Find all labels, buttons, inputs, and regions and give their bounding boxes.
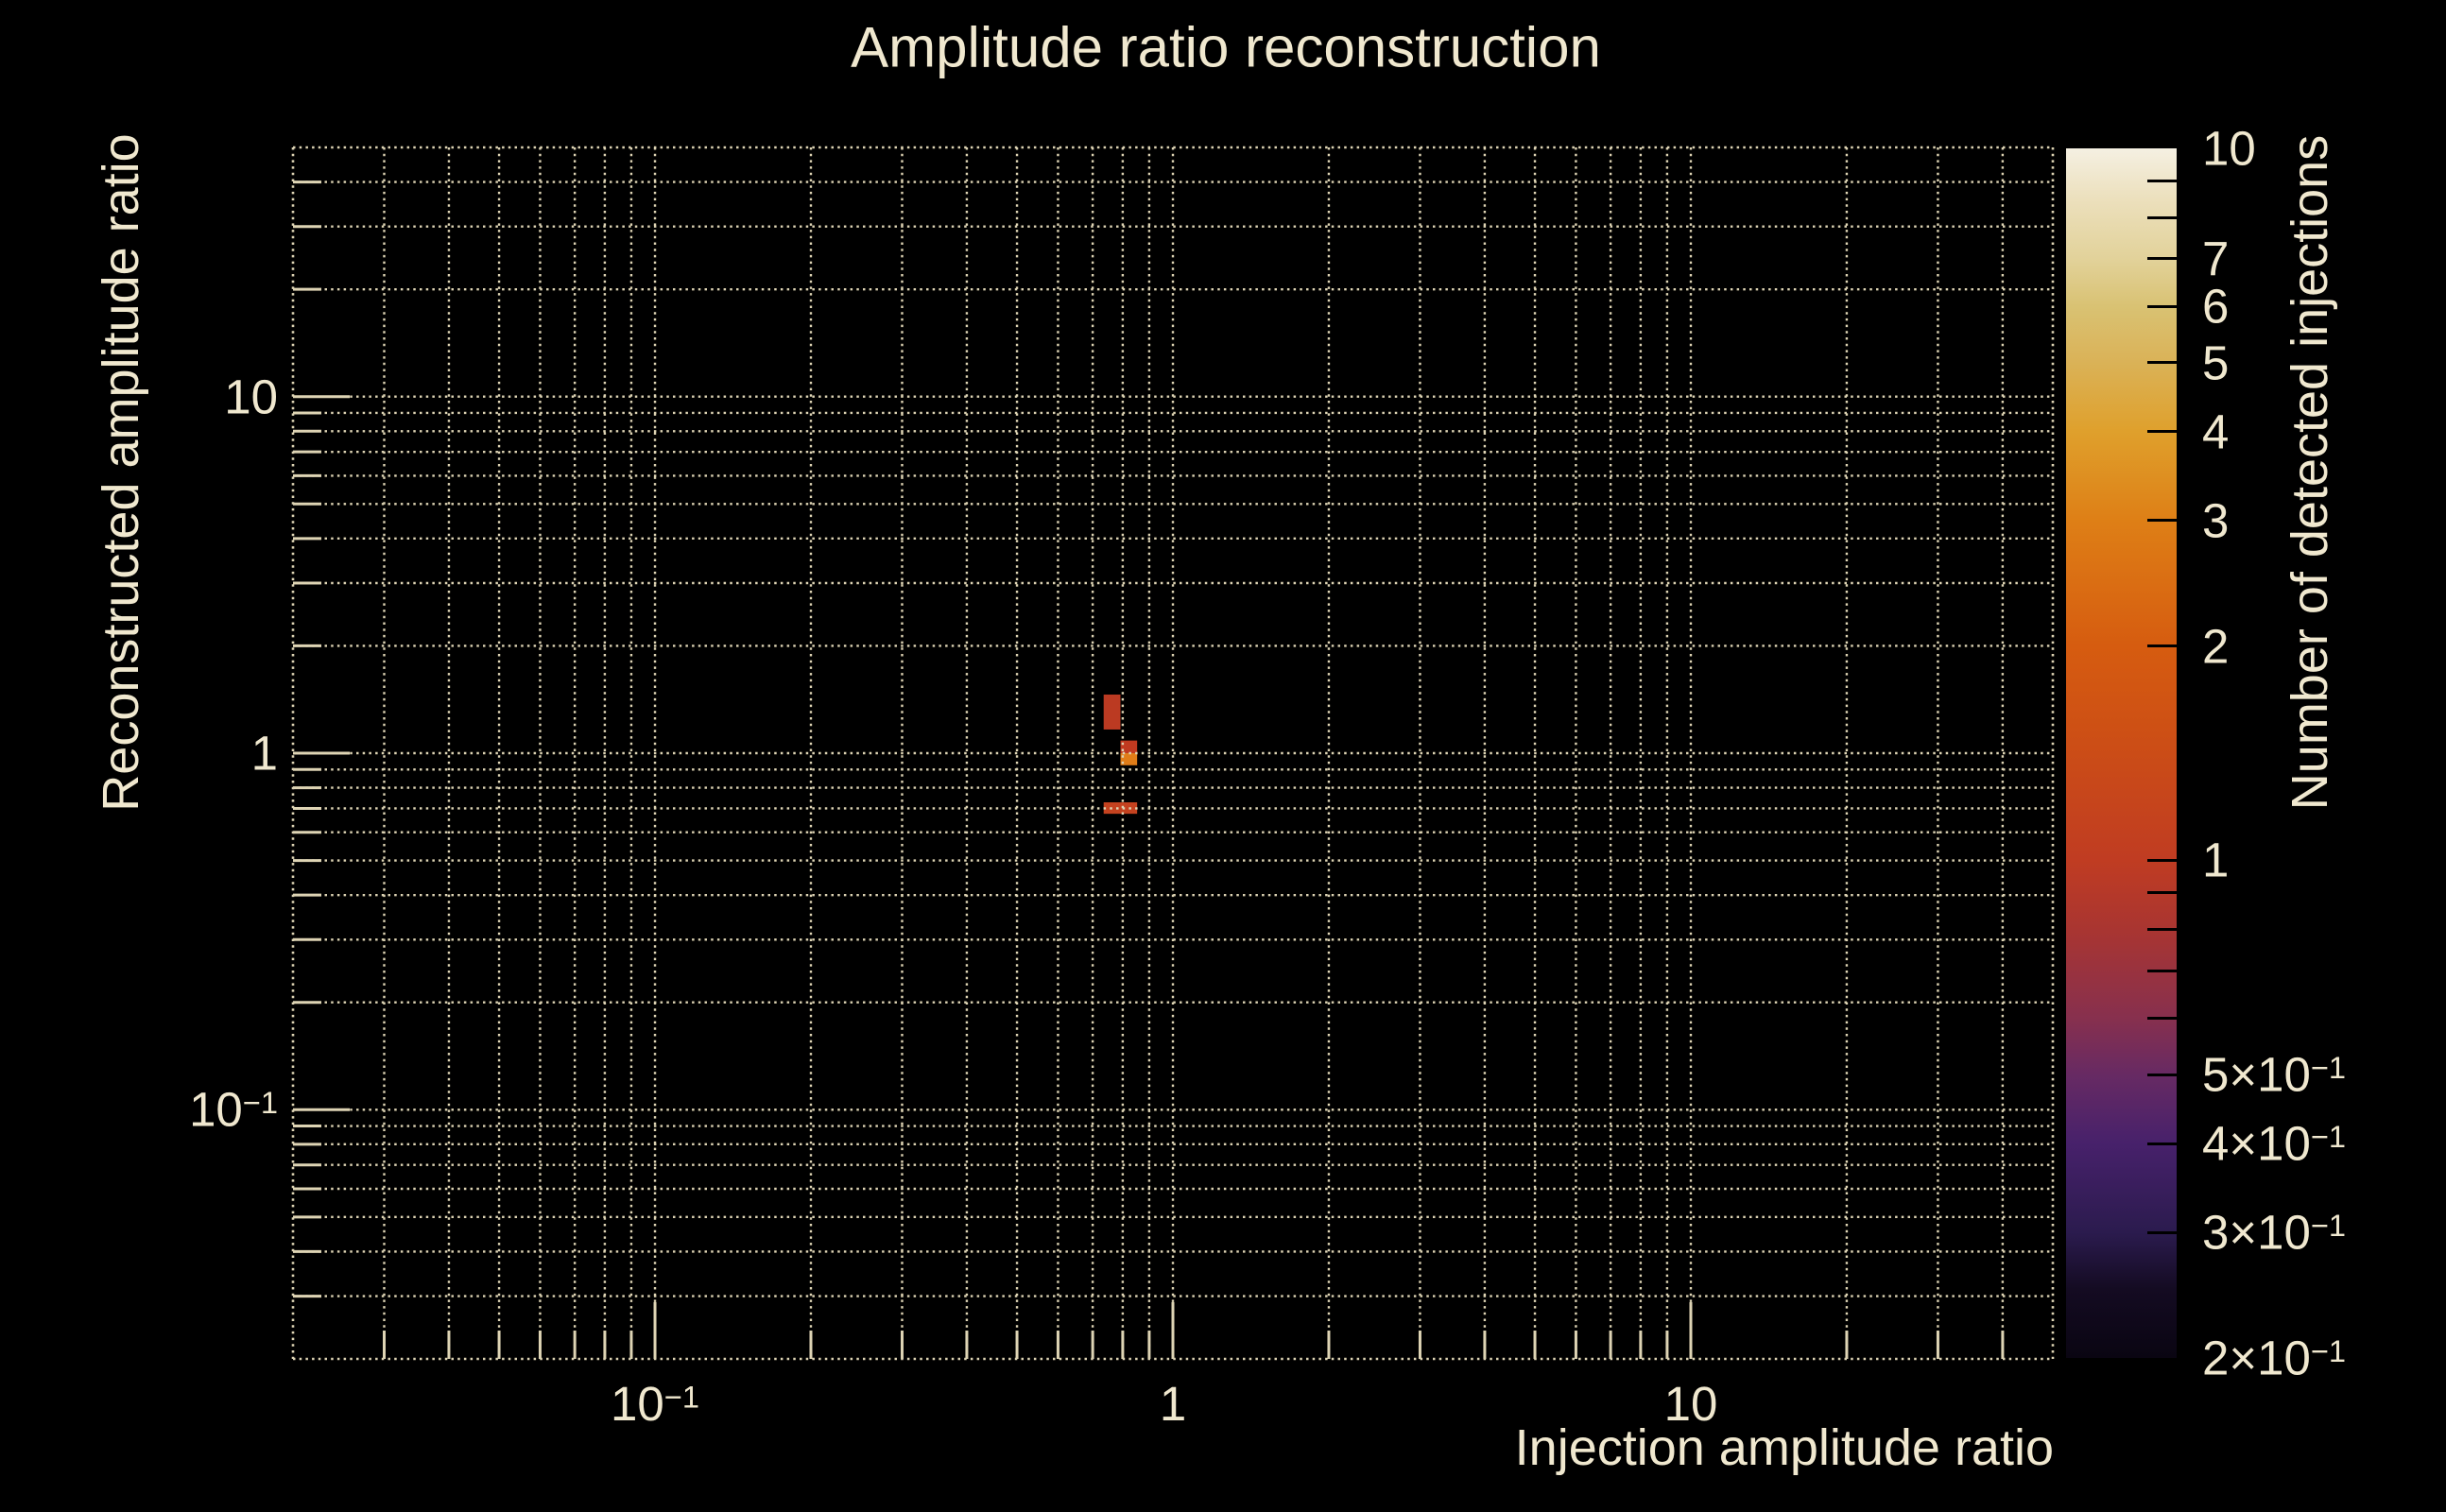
heatmap-bin [1120, 740, 1138, 753]
y-tick-label: 10 [224, 369, 278, 424]
colorbar-tick-label: 2×10−1 [2202, 1331, 2347, 1385]
colorbar-tick [2147, 644, 2177, 648]
colorbar-title-anchor: Number of detected injections [2282, 135, 2446, 810]
colorbar-tick-label: 5 [2202, 335, 2230, 390]
x-tick-label: 1 [1159, 1377, 1187, 1431]
x-tick-label: 10 [1663, 1377, 1718, 1431]
heatmap-bin [1120, 753, 1138, 765]
colorbar-tick [2147, 1142, 2177, 1145]
colorbar-tick [2147, 215, 2177, 219]
colorbar-tick-label: 2 [2202, 619, 2230, 674]
colorbar-tick [2147, 969, 2177, 972]
colorbar-tick [2147, 1017, 2177, 1021]
colorbar-tick [2147, 891, 2177, 895]
colorbar-tick-label: 6 [2202, 279, 2230, 334]
y-tick-label: 10−1 [189, 1082, 278, 1137]
y-axis-title-anchor: Reconstructed amplitude ratio [93, 133, 799, 811]
colorbar-tick-label: 7 [2202, 232, 2230, 286]
x-axis-title: Injection amplitude ratio [1514, 1419, 2054, 1476]
colorbar-tick-label: 1 [2202, 833, 2230, 887]
colorbar-tick [2147, 257, 2177, 261]
colorbar-tick-label: 4×10−1 [2202, 1116, 2347, 1171]
y-tick-label: 1 [250, 726, 278, 781]
chart-title: Amplitude ratio reconstruction [851, 15, 1601, 79]
y-axis-title: Reconstructed amplitude ratio [93, 133, 149, 812]
colorbar-tick-label: 4 [2202, 404, 2230, 459]
colorbar-tick [2147, 1073, 2177, 1076]
colorbar-tick [2147, 519, 2177, 523]
colorbar-tick [2147, 858, 2177, 862]
heatmap-bin [1103, 802, 1138, 815]
x-tick-label: 10−1 [611, 1377, 699, 1431]
colorbar-tick [2147, 179, 2177, 182]
colorbar-tick [2147, 361, 2177, 365]
heatmap-bin [1103, 694, 1121, 730]
colorbar-tick [2147, 927, 2177, 931]
colorbar-tick [2147, 304, 2177, 308]
colorbar-tick-label: 3×10−1 [2202, 1205, 2347, 1260]
colorbar-tick-label: 3 [2202, 493, 2230, 548]
x-axis-title-anchor: Injection amplitude ratio [1515, 1419, 2446, 1506]
colorbar-gradient [2066, 148, 2177, 1358]
colorbar-title: Number of detected injections [2282, 134, 2338, 811]
chart-title-anchor: Amplitude ratio reconstruction [851, 16, 1976, 112]
colorbar-tick [2147, 1230, 2177, 1234]
colorbar-tick-label: 5×10−1 [2202, 1047, 2347, 1102]
colorbar-tick [2147, 430, 2177, 434]
colorbar-tick-label: 10 [2202, 121, 2256, 176]
